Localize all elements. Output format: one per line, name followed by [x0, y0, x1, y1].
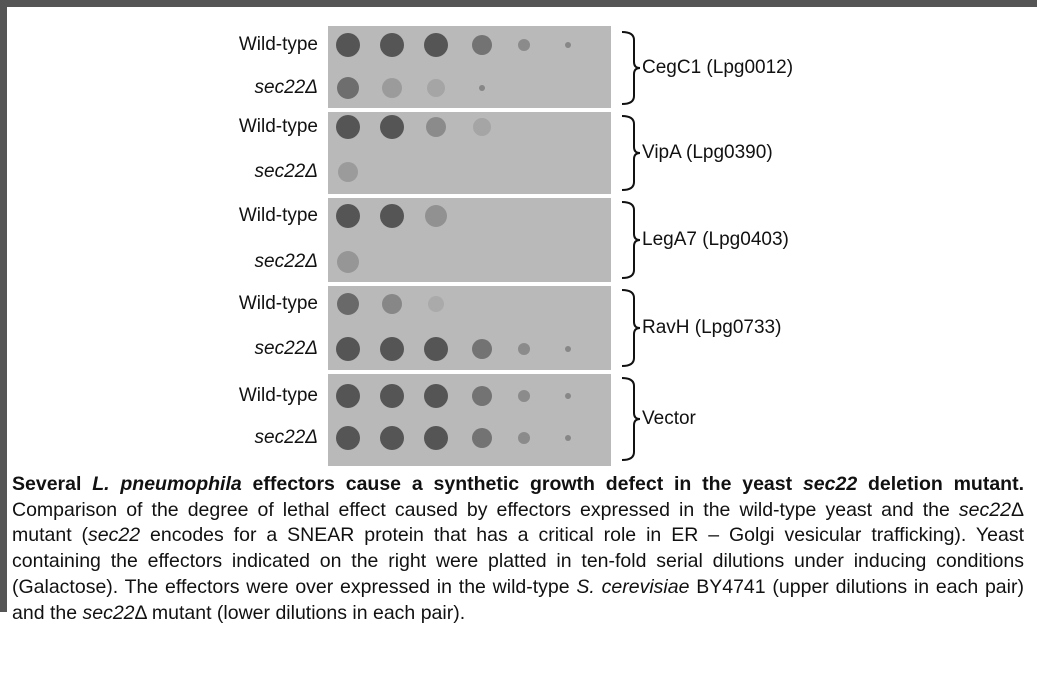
colony-spot [337, 293, 359, 315]
strain-label: sec22Δ [255, 251, 318, 272]
effector-label: LegA7 (Lpg0403) [642, 229, 789, 250]
colony-spot [337, 251, 359, 273]
colony-spot [479, 85, 485, 91]
caption-text: effectors cause a synthetic growth defec… [242, 473, 803, 495]
colony-spot [565, 42, 571, 48]
colony-spot [473, 118, 491, 136]
caption-text: Comparison of the degree of lethal effec… [12, 499, 959, 521]
colony-spot [518, 39, 530, 51]
caption-text: Several [12, 473, 92, 495]
strain-label: sec22Δ [255, 77, 318, 98]
colony-spot [336, 115, 360, 139]
separator [328, 108, 611, 112]
colony-spot [424, 33, 448, 57]
colony-spot [565, 393, 571, 399]
colony-spot [472, 339, 492, 359]
caption-text: L. pneumophila [92, 473, 242, 495]
colony-spot [380, 204, 404, 228]
colony-spot [336, 337, 360, 361]
strain-label: Wild-type [239, 385, 318, 406]
brace [622, 378, 640, 460]
colony-spot [472, 428, 492, 448]
colony-spot [518, 390, 530, 402]
brace [622, 32, 640, 104]
colony-spot [427, 79, 445, 97]
caption-text: Δ mutant (lower dilutions in each pair). [135, 602, 466, 624]
separator [328, 370, 611, 374]
colony-spot [382, 294, 402, 314]
colony-spot [424, 337, 448, 361]
separator [328, 194, 611, 198]
effector-label: Vector [642, 408, 697, 429]
colony-spot [380, 337, 404, 361]
colony-spot [336, 384, 360, 408]
caption-text: sec22 [803, 473, 857, 495]
colony-spot [426, 117, 446, 137]
page: Wild-type sec22Δ CegC1 (Lpg0012) Wild-type s… [0, 0, 1037, 685]
colony-spot [380, 115, 404, 139]
colony-spot [424, 384, 448, 408]
caption-text: sec22 [959, 499, 1011, 521]
colony-spot [424, 426, 448, 450]
colony-spot [425, 205, 447, 227]
colony-spot [336, 204, 360, 228]
colony-spot [337, 77, 359, 99]
colony-spot [565, 346, 571, 352]
figure: Wild-type sec22Δ CegC1 (Lpg0012) Wild-type s… [0, 0, 1037, 470]
effector-label: VipA (Lpg0390) [642, 142, 773, 163]
brace [622, 290, 640, 366]
colony-spot [518, 432, 530, 444]
strain-label: Wild-type [239, 116, 318, 137]
colony-spot [338, 162, 358, 182]
strain-label: sec22Δ [255, 427, 318, 448]
plate [328, 26, 611, 466]
brace [622, 202, 640, 278]
caption: Several L. pneumophila effectors cause a… [12, 472, 1024, 626]
colony-spot [336, 33, 360, 57]
colony-spot [565, 435, 571, 441]
colony-spot [472, 35, 492, 55]
colony-spot [380, 384, 404, 408]
strain-label: Wild-type [239, 34, 318, 55]
colony-spot [382, 78, 402, 98]
caption-text: sec22 [88, 524, 140, 546]
colony-spot [518, 343, 530, 355]
colony-spot [380, 426, 404, 450]
strain-label: Wild-type [239, 293, 318, 314]
caption-text: sec22 [82, 602, 134, 624]
caption-text: deletion mutant. [857, 473, 1024, 495]
strain-label: Wild-type [239, 205, 318, 226]
effector-label: RavH (Lpg0733) [642, 317, 781, 338]
separator [328, 282, 611, 286]
effector-label: CegC1 (Lpg0012) [642, 57, 793, 78]
colony-spot [380, 33, 404, 57]
colony-spot [336, 426, 360, 450]
strain-label: sec22Δ [255, 338, 318, 359]
caption-text: S. cerevisiae [576, 576, 689, 598]
brace [622, 116, 640, 190]
colony-spot [472, 386, 492, 406]
strain-label: sec22Δ [255, 161, 318, 182]
colony-spot [428, 296, 444, 312]
